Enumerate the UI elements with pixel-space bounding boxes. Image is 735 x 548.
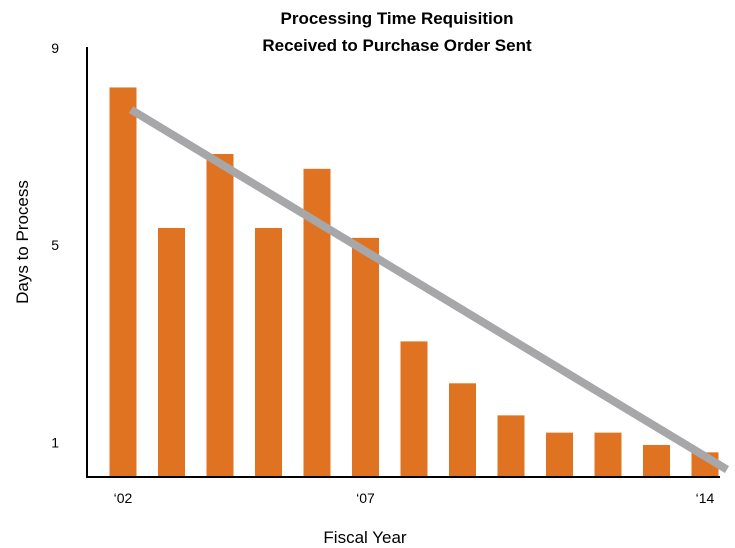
x-axis-label: Fiscal Year [323, 528, 406, 547]
bar [546, 432, 573, 477]
bar [449, 383, 476, 477]
y-tick-label: 1 [51, 434, 59, 450]
bar [400, 341, 428, 477]
x-tick-label: ‘02 [114, 490, 133, 506]
bar [206, 154, 234, 477]
x-tick-labels: ‘02 ‘07 ‘14 [114, 490, 715, 506]
y-tick-label: 5 [51, 237, 59, 253]
y-axis-label: Days to Process [13, 180, 32, 304]
bar [643, 444, 670, 477]
bar [594, 432, 622, 477]
bar [255, 227, 282, 477]
y-tick-labels: 9 5 1 [51, 40, 59, 450]
x-tick-label: ‘07 [356, 490, 375, 506]
trend-line [128, 106, 730, 474]
bar [352, 237, 379, 477]
chart-title-line-1: Processing Time Requisition [280, 9, 513, 28]
x-tick-label: ‘14 [696, 490, 715, 506]
bar-series [109, 87, 719, 477]
bar [109, 87, 137, 477]
y-tick-label: 9 [51, 40, 59, 56]
bar [158, 227, 185, 477]
chart-title-line-2: Received to Purchase Order Sent [262, 36, 532, 55]
bar [497, 415, 525, 477]
